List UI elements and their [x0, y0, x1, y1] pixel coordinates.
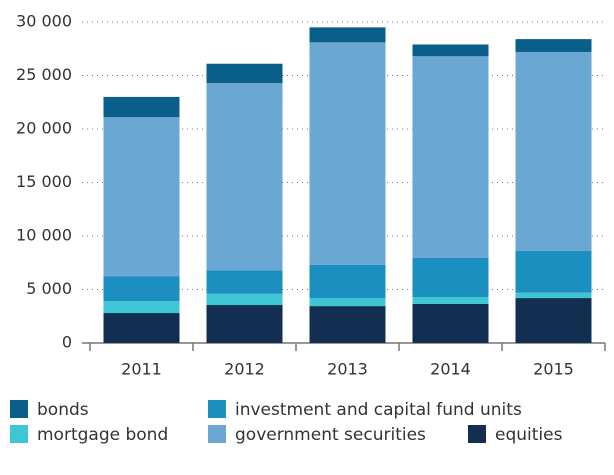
y-tick-label: 0 — [62, 333, 72, 352]
bar-segment — [309, 264, 386, 299]
bar-segment — [103, 301, 180, 314]
bar-segment — [515, 39, 592, 52]
bar-segment — [206, 82, 283, 271]
legend-label: equities — [495, 425, 563, 445]
bar-segment — [309, 298, 386, 307]
bar-segment — [206, 270, 283, 294]
x-tick-label: 2014 — [430, 360, 471, 379]
x-tick-label: 2012 — [224, 360, 265, 379]
y-tick-label: 10 000 — [16, 226, 72, 245]
bar-segment — [103, 313, 180, 343]
bar-segment — [412, 303, 489, 343]
legend-label: mortgage bond — [37, 425, 168, 445]
y-tick-label: 25 000 — [16, 65, 72, 84]
bar-segment — [515, 250, 592, 293]
bar-segment — [412, 56, 489, 258]
x-tick-label: 2011 — [121, 360, 162, 379]
bar-segment — [412, 44, 489, 57]
legend-label: bonds — [37, 400, 89, 420]
legend-swatch — [10, 400, 28, 418]
bar-segment — [206, 63, 283, 83]
legend-label: investment and capital fund units — [235, 400, 522, 420]
bar-segment — [309, 42, 386, 265]
bar-segment — [206, 305, 283, 343]
bar-segment — [103, 117, 180, 277]
y-tick-label: 30 000 — [16, 12, 72, 31]
bar-segment — [412, 257, 489, 297]
y-tick-label: 15 000 — [16, 172, 72, 191]
bar-segment — [412, 296, 489, 304]
bar-segment — [515, 292, 592, 299]
legend-label: government securities — [235, 425, 426, 445]
x-tick-label: 2015 — [533, 360, 574, 379]
bar-segment — [515, 51, 592, 251]
bar-segment — [103, 96, 180, 118]
bar-segment — [309, 306, 386, 343]
bar-segment — [309, 27, 386, 43]
y-tick-label: 20 000 — [16, 119, 72, 138]
x-tick-label: 2013 — [327, 360, 368, 379]
legend-swatch — [208, 425, 226, 443]
legend-swatch — [208, 400, 226, 418]
bar-segment — [206, 293, 283, 306]
legend-swatch — [468, 425, 486, 443]
legend-swatch — [10, 425, 28, 443]
y-tick-label: 5 000 — [26, 279, 72, 298]
bar-segment — [103, 276, 180, 302]
bar-segment — [515, 298, 592, 343]
